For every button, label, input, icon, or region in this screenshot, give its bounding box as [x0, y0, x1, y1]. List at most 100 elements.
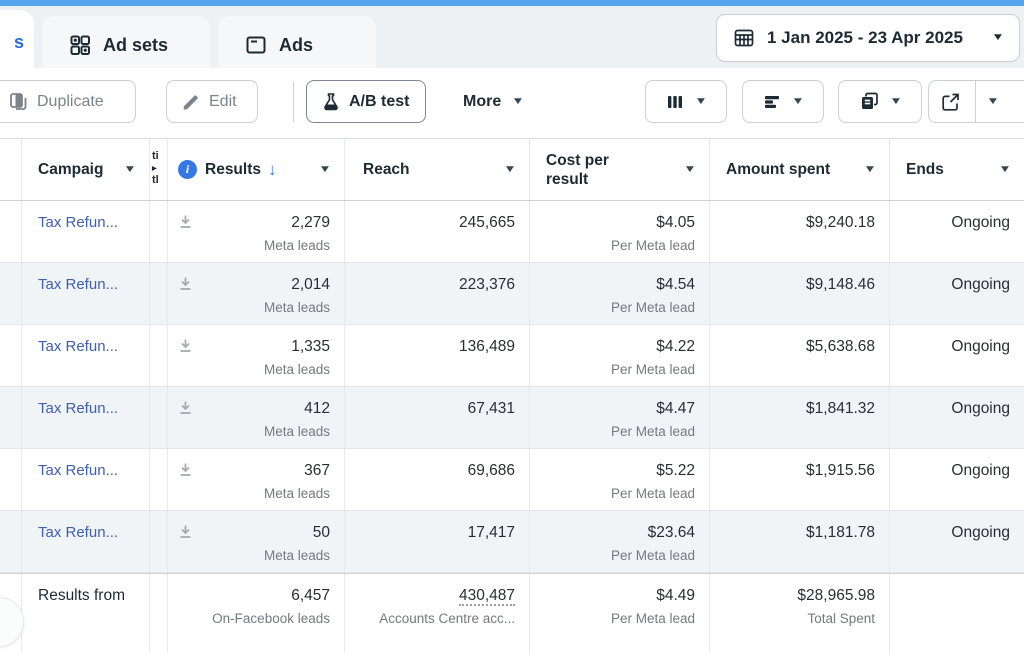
- reach-cell: 136,489: [345, 325, 530, 386]
- cost-per-result-cell: $4.05 Per Meta lead: [530, 201, 710, 262]
- table-row: Tax Refun... 1,335 Meta leads 136,489 $4…: [0, 325, 1024, 387]
- info-icon[interactable]: i: [178, 160, 197, 179]
- ends-cell: Ongoing: [890, 263, 1024, 324]
- chevron-down-icon: ▼: [683, 163, 697, 175]
- ends-value: Ongoing: [951, 214, 1010, 231]
- campaign-name-cell: Tax Refun...: [22, 325, 150, 386]
- date-range-picker[interactable]: 1 Jan 2025 - 23 Apr 2025 ▼: [716, 14, 1020, 62]
- column-header-collapsed[interactable]: ti ▶ tl: [150, 139, 168, 200]
- spent-value: $1,841.32: [806, 400, 875, 417]
- campaign-link[interactable]: Tax Refun...: [38, 524, 119, 541]
- calendar-icon: [733, 27, 755, 49]
- tab-ad-sets[interactable]: Ad sets: [42, 16, 210, 74]
- results-header-label: Results: [205, 160, 261, 178]
- campaign-link[interactable]: Tax Refun...: [38, 214, 119, 231]
- spent-value: $9,148.46: [806, 276, 875, 293]
- campaign-name-cell: Tax Refun...: [22, 511, 150, 572]
- amount-spent-cell: $1,841.32: [710, 387, 890, 448]
- download-icon[interactable]: [168, 210, 202, 262]
- chevron-down-icon: ▼: [986, 95, 1000, 107]
- amount-spent-header-label: Amount spent: [726, 160, 831, 178]
- column-header-ends[interactable]: Ends ▼: [890, 139, 1024, 200]
- summary-reach-cell: 430,487 Accounts Centre acc...: [345, 574, 530, 653]
- collapsed-cell: [150, 449, 168, 510]
- ab-test-label: A/B test: [349, 92, 410, 110]
- summary-results-value: 6,457: [291, 587, 330, 604]
- reach-cell: 223,376: [345, 263, 530, 324]
- download-icon[interactable]: [168, 334, 202, 386]
- cost-per-result-cell: $4.22 Per Meta lead: [530, 325, 710, 386]
- download-icon[interactable]: [168, 272, 202, 324]
- summary-reach-sub: Accounts Centre acc...: [379, 611, 515, 626]
- results-value: 50: [312, 524, 330, 541]
- cost-sub: Per Meta lead: [610, 238, 695, 253]
- column-header-cost-per-result[interactable]: Cost per result ▼: [530, 139, 710, 200]
- results-value: 2,279: [291, 214, 330, 231]
- cost-per-result-cell: $4.47 Per Meta lead: [530, 387, 710, 448]
- column-header-results[interactable]: i Results ↓ ▼: [168, 139, 345, 200]
- summary-ends-cell: [890, 574, 1024, 653]
- row-checkbox-cell[interactable]: [0, 449, 22, 510]
- chevron-down-icon: ▼: [888, 95, 903, 107]
- tab-ads[interactable]: Ads: [218, 16, 376, 74]
- collapsed-cell: [150, 325, 168, 386]
- more-button[interactable]: More ▼: [448, 80, 540, 123]
- reach-value: 17,417: [467, 524, 515, 541]
- spent-value: $5,638.68: [806, 338, 875, 355]
- cost-value: $4.05: [656, 214, 695, 231]
- column-header-reach[interactable]: Reach ▼: [345, 139, 530, 200]
- ends-cell: Ongoing: [890, 387, 1024, 448]
- download-icon[interactable]: [168, 520, 202, 572]
- row-checkbox-cell[interactable]: [0, 325, 22, 386]
- download-icon[interactable]: [168, 396, 202, 448]
- select-all-cell[interactable]: [0, 139, 22, 200]
- export-split-button[interactable]: ▼: [928, 80, 1024, 123]
- chevron-down-icon: ▼: [863, 163, 877, 175]
- row-checkbox-cell[interactable]: [0, 201, 22, 262]
- cost-sub: Per Meta lead: [610, 548, 695, 563]
- ends-value: Ongoing: [951, 400, 1010, 417]
- results-sub: Meta leads: [263, 486, 330, 501]
- cost-sub: Per Meta lead: [610, 424, 695, 439]
- campaign-link[interactable]: Tax Refun...: [38, 462, 119, 479]
- summary-label-cell: Results from: [22, 574, 150, 653]
- campaign-name-cell: Tax Refun...: [22, 449, 150, 510]
- spent-value: $1,181.78: [806, 524, 875, 541]
- row-checkbox-cell[interactable]: [0, 263, 22, 324]
- columns-button[interactable]: ▼: [645, 80, 727, 123]
- duplicate-button[interactable]: Duplicate: [0, 80, 136, 123]
- tab-campaigns[interactable]: s: [0, 10, 34, 74]
- table-row: Tax Refun... 2,014 Meta leads 223,376 $4…: [0, 263, 1024, 325]
- row-checkbox-cell[interactable]: [0, 387, 22, 448]
- tab-bar: s Ad sets Ads: [0, 6, 1024, 74]
- download-icon[interactable]: [168, 458, 202, 510]
- results-value: 367: [304, 462, 330, 479]
- ends-value: Ongoing: [951, 462, 1010, 479]
- table-row: Tax Refun... 367 Meta leads 69,686 $5.22…: [0, 449, 1024, 511]
- columns-icon: [666, 93, 684, 111]
- breakdown-button[interactable]: ▼: [742, 80, 824, 123]
- reports-button[interactable]: ▼: [838, 80, 922, 123]
- reach-cell: 69,686: [345, 449, 530, 510]
- sort-descending-icon: ↓: [268, 159, 277, 179]
- edit-label: Edit: [209, 92, 237, 110]
- reach-value: 69,686: [467, 462, 515, 479]
- results-value: 412: [304, 400, 330, 417]
- cost-per-result-header-label: Cost per result: [546, 151, 609, 188]
- campaign-link[interactable]: Tax Refun...: [38, 338, 119, 355]
- edit-button[interactable]: Edit: [166, 80, 258, 123]
- row-checkbox-cell[interactable]: [0, 511, 22, 572]
- ends-cell: Ongoing: [890, 449, 1024, 510]
- campaign-link[interactable]: Tax Refun...: [38, 400, 119, 417]
- column-header-campaign[interactable]: Campaig ▼: [22, 139, 150, 200]
- summary-spent-sub: Total Spent: [807, 611, 875, 626]
- summary-row: Results from 6,457 On-Facebook leads 430…: [0, 573, 1024, 653]
- cost-value: $5.22: [656, 462, 695, 479]
- reach-cell: 67,431: [345, 387, 530, 448]
- ends-value: Ongoing: [951, 338, 1010, 355]
- summary-reach-value[interactable]: 430,487: [458, 587, 515, 606]
- campaign-link[interactable]: Tax Refun...: [38, 276, 119, 293]
- ab-test-button[interactable]: A/B test: [306, 80, 426, 123]
- pencil-icon: [182, 93, 200, 111]
- column-header-amount-spent[interactable]: Amount spent ▼: [710, 139, 890, 200]
